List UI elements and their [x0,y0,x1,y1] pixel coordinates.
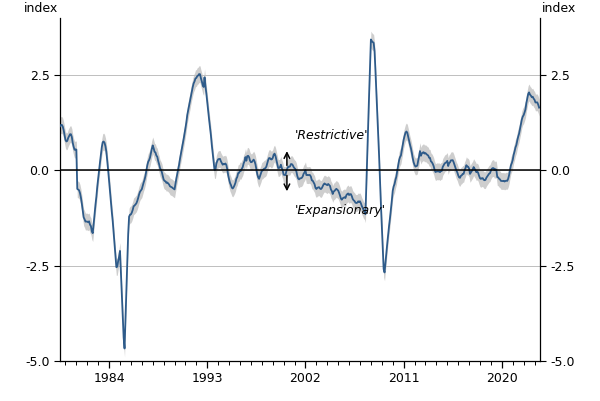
Text: index: index [542,2,576,14]
Text: 'Restrictive': 'Restrictive' [295,129,368,142]
Text: 'Expansionary': 'Expansionary' [295,204,386,217]
Text: index: index [24,2,58,14]
